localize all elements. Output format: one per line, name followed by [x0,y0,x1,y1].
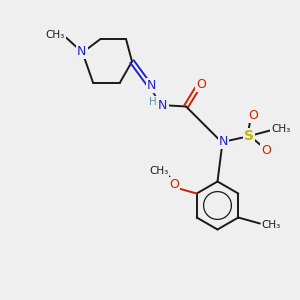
Text: N: N [147,79,156,92]
Text: O: O [169,178,179,191]
Text: CH₃: CH₃ [262,220,281,230]
Text: O: O [248,109,258,122]
Text: N: N [77,45,87,58]
Text: S: S [244,129,254,143]
Text: CH₃: CH₃ [149,166,168,176]
Text: N: N [158,99,168,112]
Text: O: O [196,77,206,91]
Text: H: H [149,97,157,107]
Text: CH₃: CH₃ [46,30,65,40]
Text: O: O [262,144,271,157]
Text: N: N [219,135,229,148]
Text: CH₃: CH₃ [271,124,290,134]
